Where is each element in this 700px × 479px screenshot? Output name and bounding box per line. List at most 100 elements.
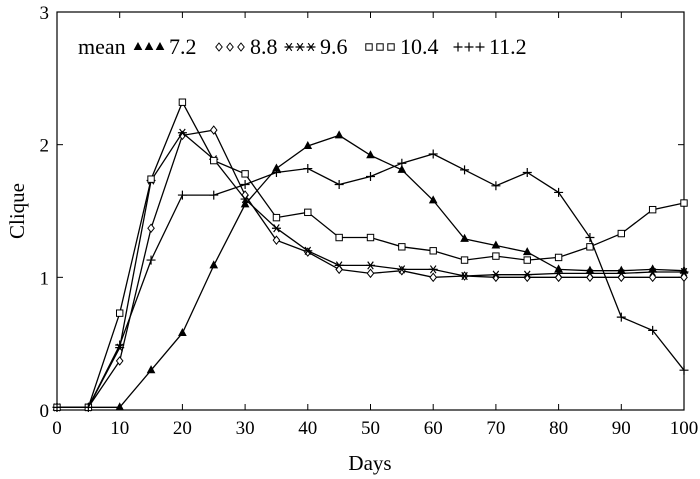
data-point: [648, 325, 658, 335]
legend-marker: [237, 42, 245, 52]
data-point: [272, 235, 281, 245]
data-point: [240, 179, 250, 189]
data-point: [177, 128, 187, 137]
data-point: [115, 402, 125, 411]
data-point: [271, 224, 281, 233]
legend-entry: 9.6: [284, 34, 348, 59]
legend-entry: 11.2: [453, 34, 527, 59]
x-tick-label: 100: [670, 418, 699, 439]
data-point: [491, 181, 501, 191]
data-point: [585, 269, 595, 278]
series-8-8: [53, 125, 688, 413]
data-point: [428, 195, 438, 204]
data-point: [523, 256, 531, 264]
data-point: [616, 269, 626, 278]
x-tick-label: 90: [612, 418, 631, 439]
legend-marker: [464, 42, 474, 52]
series-7-2: [52, 130, 689, 411]
data-point: [209, 125, 218, 135]
data-point: [177, 190, 187, 200]
data-point: [241, 170, 249, 178]
data-point: [366, 268, 375, 279]
data-point: [428, 265, 438, 274]
series-layer: [52, 98, 689, 413]
data-point: [398, 265, 406, 276]
data-point: [334, 179, 344, 189]
data-point: [648, 272, 657, 283]
plot-frame: [56, 11, 685, 411]
data-point: [648, 205, 657, 214]
data-point: [303, 246, 313, 255]
data-point: [398, 243, 406, 251]
data-point: [460, 233, 469, 242]
data-point: [115, 340, 125, 350]
x-tick-label: 60: [424, 418, 443, 439]
data-point: [522, 270, 532, 279]
y-axis-title: Clique: [5, 183, 29, 239]
data-point: [366, 261, 375, 270]
data-point: [491, 240, 501, 249]
legend-marker: [133, 41, 143, 50]
data-point: [397, 158, 407, 168]
data-point: [680, 199, 688, 207]
data-point: [460, 256, 469, 264]
series-line: [57, 100, 685, 408]
legend-entry: 8.8: [215, 34, 278, 59]
legend: mean 7.2 8.8 9.6 10.4 11.2: [78, 34, 527, 59]
data-point: [429, 247, 437, 255]
legend-label: 8.8: [250, 34, 278, 59]
legend-entry: 10.4: [365, 34, 439, 59]
legend-entry: 7.2: [133, 34, 197, 59]
data-point: [554, 269, 564, 278]
x-tick-label: 10: [110, 418, 129, 439]
x-axis-title: Days: [348, 451, 391, 475]
data-point: [429, 272, 438, 283]
data-point: [522, 247, 532, 256]
data-point: [240, 194, 250, 204]
data-point: [304, 208, 312, 217]
data-point: [492, 252, 500, 260]
data-point: [209, 190, 219, 200]
data-point: [680, 272, 688, 283]
data-point: [210, 156, 218, 165]
legend-marker: [155, 41, 165, 50]
legend-label: 9.6: [320, 34, 348, 59]
data-point: [554, 187, 564, 197]
data-point: [147, 175, 155, 183]
data-point: [460, 271, 470, 281]
data-point: [679, 267, 689, 277]
series-10-4: [53, 98, 688, 412]
legend-marker: [376, 43, 384, 51]
data-point: [335, 233, 343, 242]
data-point: [616, 312, 626, 322]
y-tick-label: 3: [40, 3, 50, 24]
legend-marker: [295, 42, 305, 52]
x-tick-label: 80: [549, 418, 568, 439]
x-tick-label: 40: [298, 418, 317, 439]
data-point: [522, 168, 532, 178]
legend-marker: [226, 42, 234, 52]
x-tick-label: 30: [236, 418, 255, 439]
legend-marker: [387, 43, 395, 51]
x-tick-label: 50: [361, 418, 380, 439]
data-point: [554, 253, 563, 262]
data-point: [146, 255, 156, 265]
x-tick-label: 70: [486, 418, 505, 439]
data-point: [303, 140, 313, 149]
data-point: [366, 233, 375, 242]
legend-marker: [284, 42, 294, 52]
legend-marker: [306, 42, 316, 52]
data-point: [178, 98, 187, 106]
legend-label: 11.2: [489, 34, 527, 59]
x-tick-label: 0: [52, 418, 62, 439]
y-tick-label: 1: [40, 268, 50, 289]
data-point: [303, 164, 313, 174]
data-point: [178, 327, 187, 337]
data-point: [116, 309, 124, 317]
y-tick-label: 0: [40, 401, 50, 422]
data-point: [115, 356, 124, 366]
x-tick-label: 20: [173, 418, 192, 439]
data-point: [209, 260, 219, 269]
data-point: [366, 172, 375, 182]
